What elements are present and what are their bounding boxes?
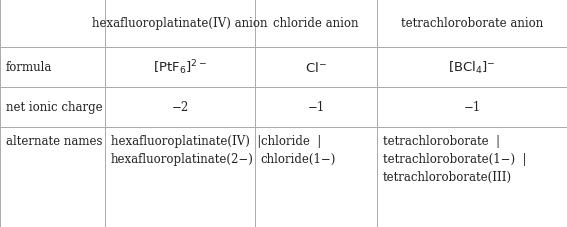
- Text: $\mathrm{Cl}^{-}$: $\mathrm{Cl}^{-}$: [305, 61, 327, 74]
- Text: $[\mathrm{BCl}_4]^{-}$: $[\mathrm{BCl}_4]^{-}$: [448, 59, 496, 76]
- Text: net ionic charge: net ionic charge: [6, 101, 102, 114]
- Bar: [377, 48, 567, 87]
- Bar: [255, 48, 377, 87]
- Text: hexafluoroplatinate(IV)  |
hexafluoroplatinate(2−): hexafluoroplatinate(IV) | hexafluoroplat…: [111, 134, 261, 165]
- Bar: [0, 0, 105, 48]
- Bar: [377, 87, 567, 127]
- Bar: [0, 127, 105, 227]
- Bar: [255, 87, 377, 127]
- Text: tetrachloroborate anion: tetrachloroborate anion: [401, 17, 543, 30]
- Bar: [255, 127, 377, 227]
- Bar: [377, 127, 567, 227]
- Text: chloride anion: chloride anion: [273, 17, 359, 30]
- Text: formula: formula: [6, 61, 52, 74]
- Text: chloride  |
chloride(1−): chloride | chloride(1−): [261, 134, 336, 165]
- Bar: [0, 87, 105, 127]
- Bar: [0, 48, 105, 87]
- Text: −1: −1: [307, 101, 325, 114]
- Bar: [0, 127, 105, 227]
- Text: hexafluoroplatinate(IV) anion: hexafluoroplatinate(IV) anion: [92, 17, 268, 30]
- Bar: [377, 0, 567, 48]
- Bar: [255, 0, 377, 48]
- Bar: [105, 48, 255, 87]
- Text: alternate names: alternate names: [6, 134, 102, 147]
- Text: −2: −2: [171, 101, 189, 114]
- Text: tetrachloroborate  |
tetrachloroborate(1−)  |
tetrachloroborate(III): tetrachloroborate | tetrachloroborate(1−…: [383, 134, 526, 183]
- Text: $[\mathrm{PtF}_6]^{2-}$: $[\mathrm{PtF}_6]^{2-}$: [153, 58, 207, 77]
- Text: −1: −1: [463, 101, 481, 114]
- Bar: [105, 87, 255, 127]
- Bar: [105, 0, 255, 48]
- Bar: [105, 127, 255, 227]
